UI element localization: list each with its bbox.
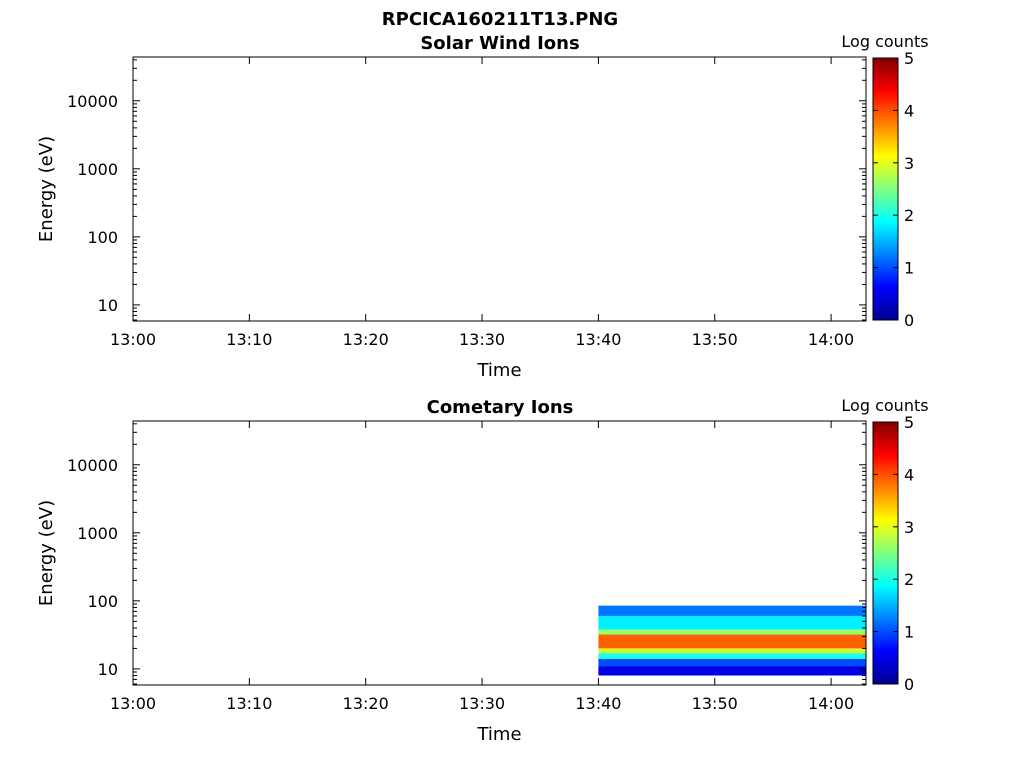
x-axis: 13:00 13:10 13:20 13:30 13:40 13:50 14:00 (110, 421, 854, 713)
x-tick-label: 13:40 (575, 694, 621, 713)
colorbar-tick-label: 5 (904, 413, 914, 432)
x-tick-label: 13:00 (110, 694, 156, 713)
colorbar-tick-label: 0 (904, 675, 914, 694)
panel-cometary: Cometary Ions 13:00 13:10 13:20 13:30 13:40 1… (36, 396, 929, 745)
x-tick-label: 13:20 (343, 330, 389, 349)
colorbar-tick-label: 3 (904, 518, 914, 537)
x-tick-label: 13:40 (575, 330, 621, 349)
colorbar-tick-label: 2 (904, 570, 914, 589)
x-tick-label: 13:50 (692, 694, 738, 713)
colorbar-tick-label: 3 (904, 154, 914, 173)
x-axis-label: Time (476, 724, 521, 745)
colorbar-tick-label: 5 (904, 49, 914, 68)
y-tick-label: 10000 (67, 92, 118, 111)
y-tick-label: 1000 (77, 160, 118, 179)
colorbar-tick-label: 1 (904, 259, 914, 278)
heatmap-cell (598, 658, 866, 667)
colorbar-tick-label: 4 (904, 101, 914, 120)
heatmap-cell (598, 634, 866, 649)
y-axis-label: Energy (eV) (36, 500, 57, 606)
heatmap-cell (598, 629, 866, 635)
data-layer (598, 605, 866, 676)
panel-title: Cometary Ions (427, 397, 574, 418)
y-axis: 10 100 1000 10000 (67, 59, 866, 321)
y-tick-label: 1000 (77, 524, 118, 543)
y-tick-label: 10000 (67, 456, 118, 475)
heatmap-cell (598, 648, 866, 654)
figure-title: RPCICA160211T13.PNG (382, 9, 618, 30)
plot-area (132, 56, 867, 322)
y-axis-label: Energy (eV) (36, 136, 57, 242)
x-tick-label: 13:30 (459, 694, 505, 713)
x-tick-label: 14:00 (808, 694, 854, 713)
y-tick-label: 100 (87, 228, 118, 247)
panel-solar-wind: Solar Wind Ions 13:00 13:10 13:20 13:30 13:4… (36, 32, 929, 381)
y-axis: 10 100 1000 10000 (67, 423, 866, 685)
y-tick-label: 100 (87, 592, 118, 611)
colorbar-tick-label: 2 (904, 206, 914, 225)
heatmap-cell (598, 605, 866, 616)
colorbar-tick-label: 0 (904, 311, 914, 330)
x-axis-label: Time (476, 360, 521, 381)
colorbar (872, 421, 899, 685)
colorbar (872, 57, 899, 321)
colorbar-tick-label: 1 (904, 623, 914, 642)
heatmap-cell (598, 653, 866, 659)
colorbar-label: Log counts (841, 32, 928, 51)
panel-title: Solar Wind Ions (420, 33, 579, 54)
y-tick-label: 10 (98, 660, 118, 679)
colorbar-tick-label: 4 (904, 465, 914, 484)
colorbar-ticks: 0 1 2 3 4 5 (873, 413, 914, 694)
x-tick-label: 13:00 (110, 330, 156, 349)
y-tick-label: 10 (98, 296, 118, 315)
x-tick-label: 14:00 (808, 330, 854, 349)
x-tick-label: 13:30 (459, 330, 505, 349)
heatmap-cell (598, 666, 866, 676)
x-tick-label: 13:50 (692, 330, 738, 349)
x-tick-label: 13:20 (343, 694, 389, 713)
x-tick-label: 13:10 (226, 330, 272, 349)
colorbar-label: Log counts (841, 396, 928, 415)
colorbar-ticks: 0 1 2 3 4 5 (873, 49, 914, 330)
x-axis: 13:00 13:10 13:20 13:30 13:40 13:50 14:00 (110, 57, 854, 349)
heatmap-cell (598, 615, 866, 630)
x-tick-label: 13:10 (226, 694, 272, 713)
